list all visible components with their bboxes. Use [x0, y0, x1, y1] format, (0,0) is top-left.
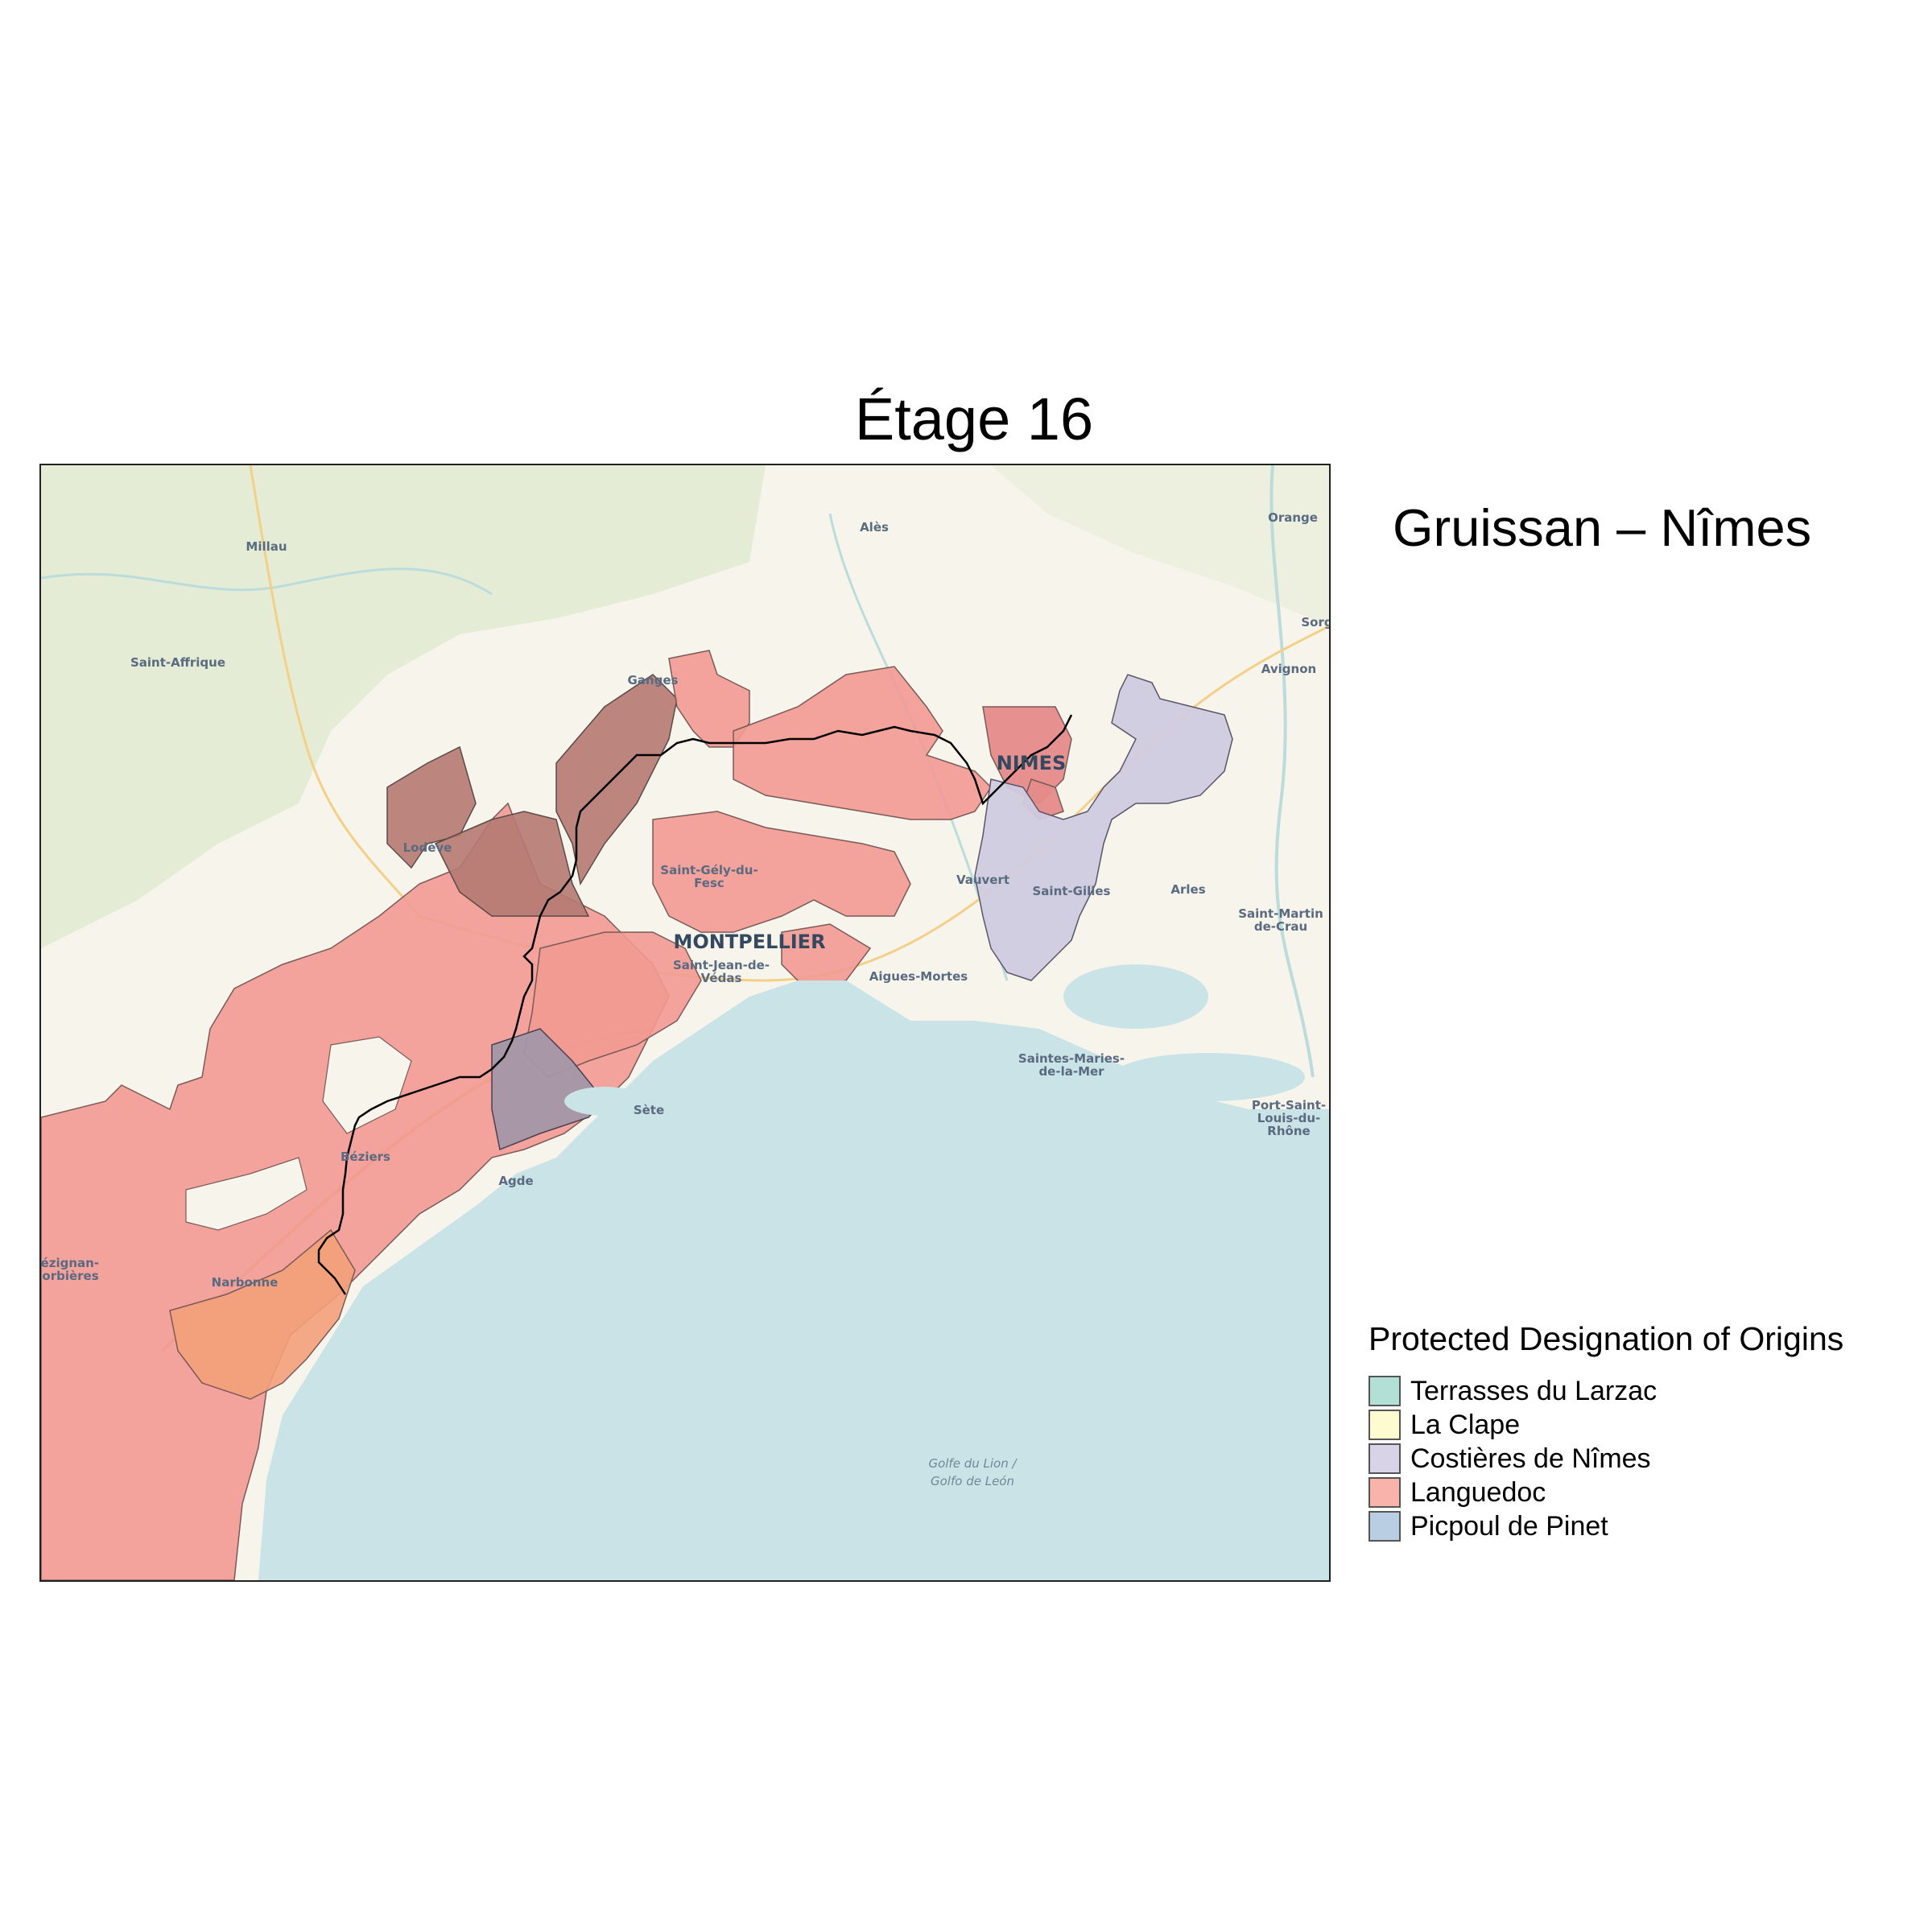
- place-label-sorg: Sorg: [1301, 615, 1329, 630]
- lagoon: [1063, 964, 1208, 1029]
- road: [249, 465, 421, 917]
- legend-label: La Clape: [1410, 1409, 1521, 1440]
- rhone-river: [1269, 465, 1315, 1078]
- place-label-saint-martin-2: de-Crau: [1254, 919, 1307, 934]
- place-label-saint-jean-2: Védas: [701, 971, 742, 985]
- forest-area-east: [991, 465, 1329, 626]
- legend-swatch: [1368, 1443, 1401, 1474]
- place-label-montpellier: MONTPELLIER: [673, 931, 825, 953]
- place-label-agde: Agde: [498, 1174, 533, 1188]
- place-label-nimes: NIMES: [997, 752, 1067, 774]
- map-canvas: Millau Alès Orange Saint-Affrique Ganges…: [41, 465, 1329, 1580]
- legend-item-la-clape[interactable]: La Clape: [1368, 1408, 1843, 1442]
- place-label-millau: Millau: [246, 539, 287, 554]
- pdo-costieres-de-nimes[interactable]: [974, 674, 1233, 981]
- legend-label: Languedoc: [1410, 1476, 1546, 1508]
- place-label-saint-jean-1: Saint-Jean-de-: [673, 958, 770, 972]
- legend-item-terrasses-du-larzac[interactable]: Terrasses du Larzac: [1368, 1374, 1843, 1408]
- legend-swatch: [1368, 1511, 1401, 1542]
- legend-swatch: [1368, 1410, 1401, 1440]
- place-label-lodeve: Lodève: [403, 840, 452, 855]
- pdo-picpoul-de-pinet[interactable]: [491, 1028, 606, 1151]
- forest-area: [41, 465, 766, 948]
- place-label-ales: Alès: [860, 520, 889, 535]
- place-label-saint-gely-2: Fesc: [694, 876, 724, 890]
- place-label-saint-affrique: Saint-Affrique: [130, 655, 225, 670]
- place-label-port-saint-louis-3: Rhône: [1267, 1124, 1310, 1138]
- non-pdo-gap: [322, 1036, 412, 1134]
- legend-swatch: [1368, 1477, 1401, 1508]
- sea-label-2: Golfo de León: [931, 1474, 1014, 1488]
- sea-label-1: Golfe du Lion /: [928, 1456, 1018, 1471]
- place-label-saint-gilles: Saint-Gilles: [1033, 884, 1111, 898]
- stage-route-line[interactable]: [317, 714, 1073, 1295]
- legend-item-languedoc[interactable]: Languedoc: [1368, 1476, 1843, 1509]
- legend-item-costieres-de-nimes[interactable]: Costières de Nîmes: [1368, 1442, 1843, 1476]
- pdo-terrasses-du-larzac[interactable]: [434, 811, 590, 917]
- place-label-vauvert: Vauvert: [956, 873, 1009, 887]
- legend: Protected Designation of Origins Terrass…: [1368, 1320, 1843, 1543]
- place-label-avignon: Avignon: [1261, 662, 1316, 676]
- legend-label: Costières de Nîmes: [1410, 1443, 1651, 1474]
- pdo-languedoc-ganges[interactable]: [668, 650, 750, 748]
- place-label-lezignan-2: Corbières: [41, 1269, 99, 1283]
- place-label-saint-martin-1: Saint-Martin: [1238, 906, 1323, 921]
- legend-swatch: [1368, 1376, 1401, 1406]
- place-label-arles: Arles: [1170, 882, 1205, 897]
- sea-gulf-of-lion: [258, 980, 1329, 1580]
- stage-route-subtitle: Gruissan – Nîmes: [1393, 498, 1812, 557]
- legend-label: Terrasses du Larzac: [1410, 1375, 1657, 1406]
- place-label-narbonne: Narbonne: [212, 1275, 279, 1290]
- legend-title: Protected Designation of Origins: [1368, 1320, 1844, 1357]
- place-label-saintes-maries-1: Saintes-Maries-: [1018, 1051, 1125, 1066]
- place-label-aigues-mortes: Aigues-Mortes: [869, 969, 968, 984]
- place-label-orange: Orange: [1268, 510, 1318, 525]
- place-label-ganges: Ganges: [628, 673, 679, 687]
- non-pdo-gap: [185, 1157, 308, 1231]
- place-label-saintes-maries-2: de-la-Mer: [1038, 1064, 1104, 1079]
- pdo-la-clape-area[interactable]: [169, 1228, 356, 1400]
- pdo-terrasses-du-larzac-east[interactable]: [555, 674, 678, 886]
- place-label-port-saint-louis-1: Port-Saint-: [1252, 1098, 1326, 1113]
- place-label-lezignan-1: Lézignan-: [41, 1256, 99, 1270]
- legend-label: Picpoul de Pinet: [1410, 1510, 1608, 1542]
- river: [41, 568, 493, 596]
- pdo-languedoc-montpellier[interactable]: [652, 811, 911, 933]
- place-label-sete: Sète: [634, 1103, 664, 1117]
- map-title: Étage 16: [854, 386, 1094, 452]
- place-label-port-saint-louis-2: Louis-du-: [1257, 1111, 1320, 1125]
- legend-item-picpoul-de-pinet[interactable]: Picpoul de Pinet: [1368, 1509, 1843, 1543]
- place-label-saint-gely-1: Saint-Gély-du-: [660, 863, 758, 877]
- place-label-beziers: Béziers: [341, 1150, 390, 1164]
- map-panel[interactable]: Millau Alès Orange Saint-Affrique Ganges…: [39, 464, 1331, 1582]
